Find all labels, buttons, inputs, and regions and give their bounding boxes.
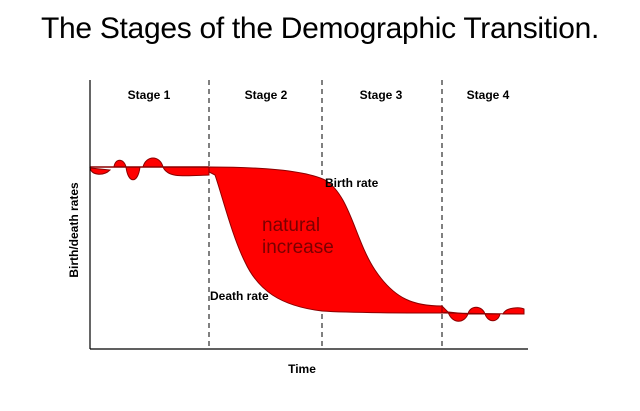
natural-increase-label-line1: natural bbox=[262, 215, 320, 236]
stage-1-fluctuations bbox=[89, 157, 210, 181]
page-title: The Stages of the Demographic Transition… bbox=[40, 12, 599, 45]
stage-label-3: Stage 3 bbox=[360, 88, 403, 102]
stage-4-rate-line bbox=[441, 312, 525, 315]
x-axis-label: Time bbox=[288, 362, 316, 376]
stage-label-1: Stage 1 bbox=[128, 88, 171, 102]
stage-label-2: Stage 2 bbox=[245, 88, 288, 102]
birth-rate-label: Birth rate bbox=[325, 176, 379, 190]
stage-label-4: Stage 4 bbox=[467, 88, 510, 102]
natural-increase-label-line2: increase bbox=[262, 237, 334, 258]
y-axis-label: Birth/death rates bbox=[67, 182, 81, 278]
death-rate-label: Death rate bbox=[210, 289, 269, 303]
